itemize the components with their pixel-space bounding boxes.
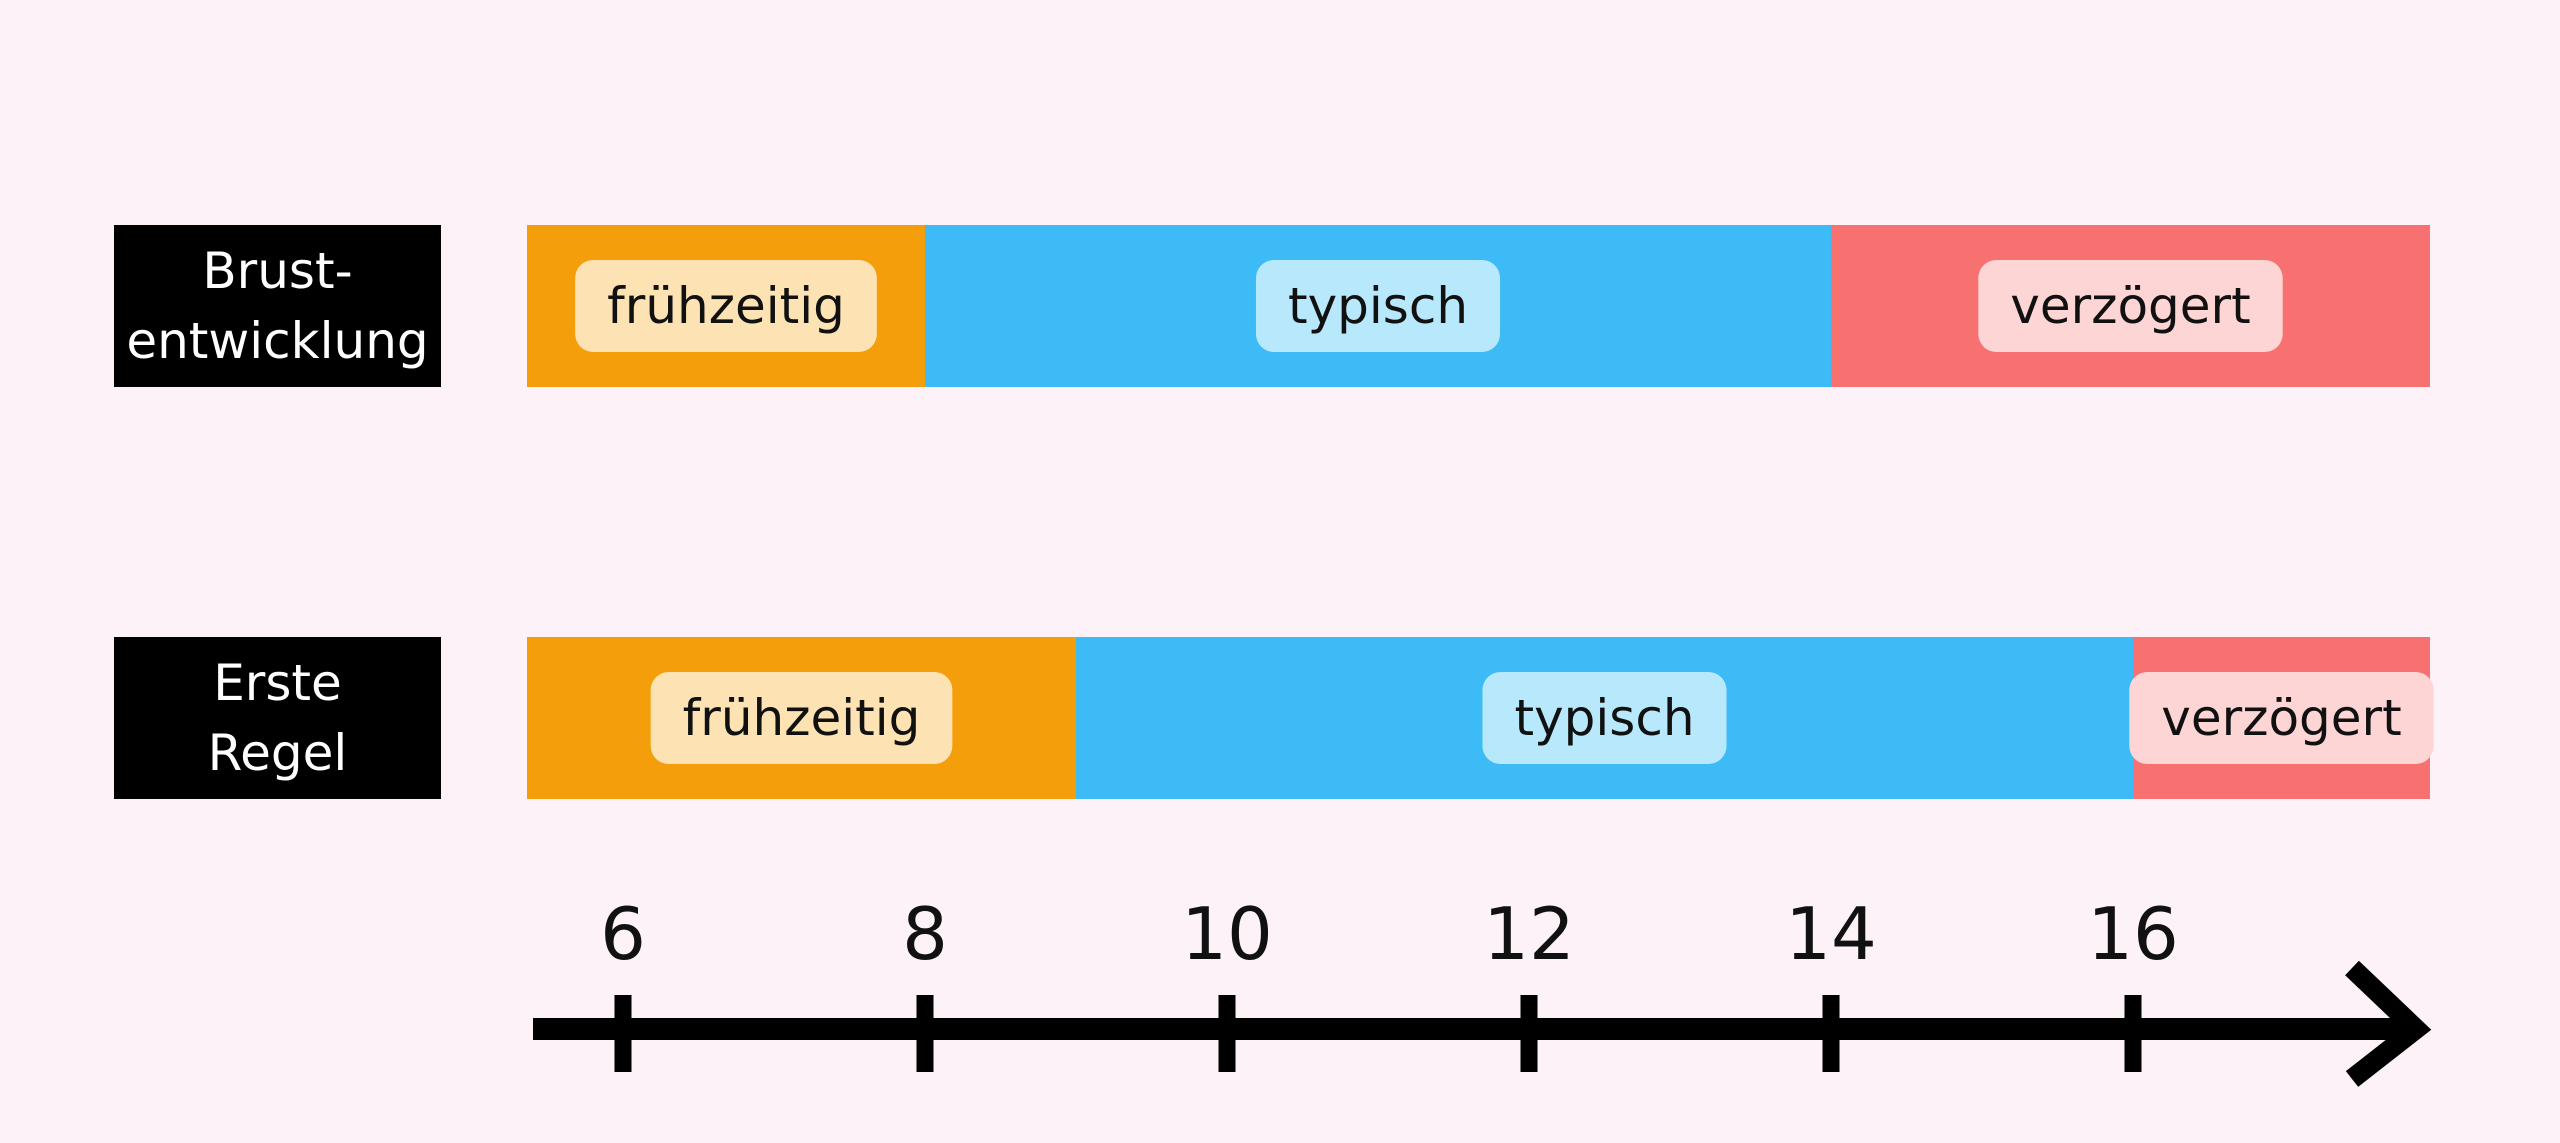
x-tick-label: 16	[2087, 892, 2179, 976]
row-label-line: Erste	[213, 654, 342, 712]
x-tick-label: 14	[1785, 892, 1877, 976]
row-label-line: Regel	[207, 724, 348, 782]
row-label-line: entwicklung	[126, 312, 429, 370]
segment-label: verzögert	[2161, 689, 2401, 747]
row-label-line: Brust-	[202, 242, 353, 300]
x-tick-label: 10	[1181, 892, 1273, 976]
segment-badge	[2129, 672, 2434, 764]
segment-label: verzögert	[2010, 277, 2250, 335]
x-axis-arrowhead	[2345, 960, 2432, 1087]
segment-badge	[1482, 672, 1727, 764]
segment-label: typisch	[1288, 277, 1468, 335]
segment-badge	[1978, 260, 2283, 352]
row-label-brustentwicklung: Brust- entwicklung	[114, 225, 441, 387]
segment-badge	[575, 260, 877, 352]
x-tick-label: 12	[1483, 892, 1575, 976]
segment-label: typisch	[1514, 689, 1694, 747]
x-tick-label: 8	[902, 892, 948, 976]
segment-label: frühzeitig	[607, 277, 845, 335]
row-label-erste-regel: Erste Regel	[114, 637, 441, 799]
x-tick-label: 6	[600, 892, 646, 976]
segment-label: frühzeitig	[683, 689, 921, 747]
segment-badge	[1255, 260, 1501, 352]
segment-badge	[650, 672, 953, 764]
